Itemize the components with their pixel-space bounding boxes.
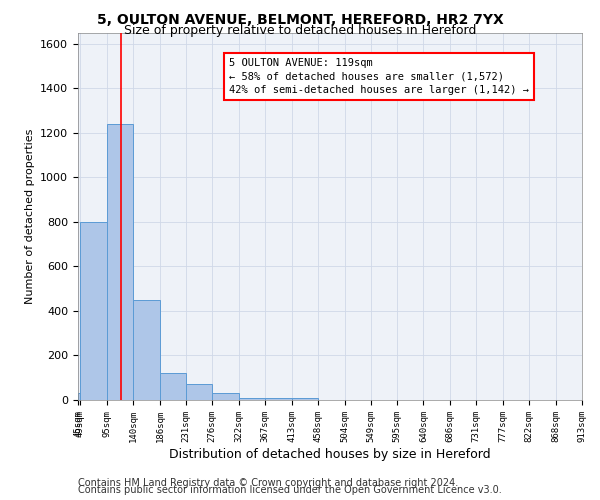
Text: Contains public sector information licensed under the Open Government Licence v3: Contains public sector information licen… bbox=[78, 485, 502, 495]
Bar bbox=[212, 394, 239, 400]
Bar bbox=[107, 124, 133, 400]
Text: 5 OULTON AVENUE: 119sqm
← 58% of detached houses are smaller (1,572)
42% of semi: 5 OULTON AVENUE: 119sqm ← 58% of detache… bbox=[229, 58, 529, 94]
Y-axis label: Number of detached properties: Number of detached properties bbox=[25, 128, 35, 304]
Text: Size of property relative to detached houses in Hereford: Size of property relative to detached ho… bbox=[124, 24, 476, 37]
Bar bbox=[265, 398, 292, 400]
Text: Contains HM Land Registry data © Crown copyright and database right 2024.: Contains HM Land Registry data © Crown c… bbox=[78, 478, 458, 488]
X-axis label: Distribution of detached houses by size in Hereford: Distribution of detached houses by size … bbox=[169, 448, 491, 460]
Text: 5, OULTON AVENUE, BELMONT, HEREFORD, HR2 7YX: 5, OULTON AVENUE, BELMONT, HEREFORD, HR2… bbox=[97, 12, 503, 26]
Bar bbox=[160, 374, 186, 400]
Bar bbox=[186, 384, 212, 400]
Bar bbox=[133, 300, 160, 400]
Bar bbox=[80, 222, 107, 400]
Bar bbox=[78, 394, 80, 400]
Bar bbox=[239, 398, 265, 400]
Bar bbox=[292, 398, 318, 400]
